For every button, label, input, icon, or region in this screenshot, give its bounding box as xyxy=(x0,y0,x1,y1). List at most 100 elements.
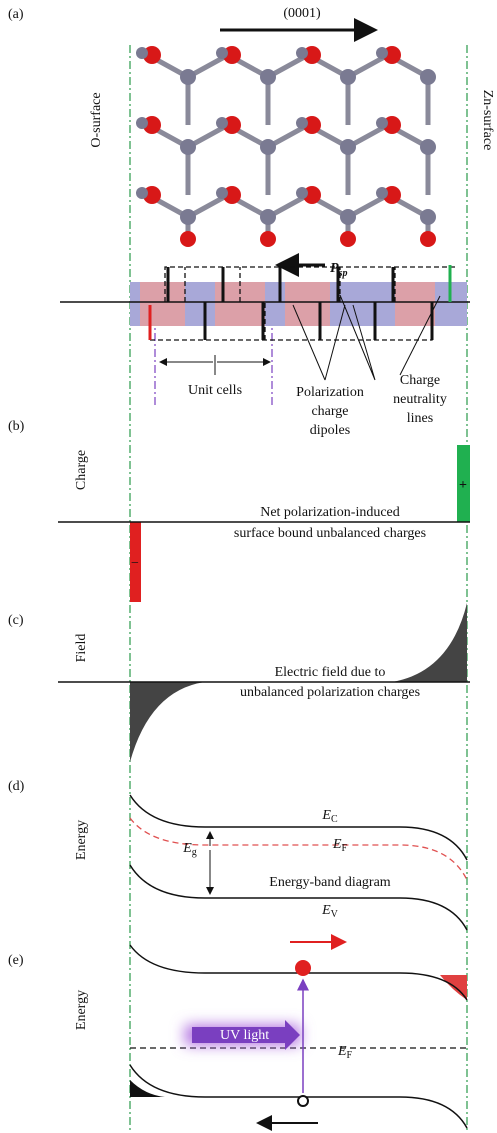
ec-label: EC xyxy=(321,808,338,825)
band-diagram-label: Energy-band diagram xyxy=(269,875,391,890)
hole xyxy=(297,1095,309,1107)
zinc-atom xyxy=(376,117,388,129)
zinc-atom xyxy=(260,139,276,155)
zinc-atom xyxy=(340,139,356,155)
oxygen-atom xyxy=(383,46,401,64)
panel-label: (c) xyxy=(8,613,24,628)
subscript: C xyxy=(331,814,338,825)
conduction-band xyxy=(129,794,468,861)
oxygen-atom xyxy=(223,46,241,64)
zinc-atom xyxy=(420,209,436,225)
charge-note: Net polarization-induced surface bound un… xyxy=(234,505,426,541)
zinc-atom xyxy=(376,187,388,199)
field-note: Electric field due to unbalanced polariza… xyxy=(240,665,420,700)
electron xyxy=(295,960,311,976)
negative-charge-bar xyxy=(130,522,141,602)
zinc-atom xyxy=(296,187,308,199)
zinc-atom xyxy=(180,139,196,155)
zinc-atom xyxy=(296,47,308,59)
axis-label: Charge xyxy=(74,450,89,490)
positive-charge-bar xyxy=(457,445,470,522)
line: neutrality xyxy=(393,392,447,407)
ef-label: EF xyxy=(332,837,348,854)
polarization-label: Psp xyxy=(330,261,347,279)
oxygen-atom xyxy=(303,186,321,204)
plus-sign: + xyxy=(459,478,467,493)
oxygen-atom xyxy=(383,186,401,204)
dipole-segment xyxy=(395,282,435,326)
oxygen-atom xyxy=(260,231,276,247)
panel-label: (d) xyxy=(8,779,25,794)
zinc-atom xyxy=(420,69,436,85)
line: Electric field due to xyxy=(275,665,386,680)
zinc-atom xyxy=(180,209,196,225)
oxygen-atom xyxy=(143,186,161,204)
oxygen-atom xyxy=(340,231,356,247)
dipoles-label: Polarization charge dipoles xyxy=(296,385,364,438)
neutrality-label: Charge neutrality lines xyxy=(393,373,447,426)
line: lines xyxy=(407,411,433,426)
subscript: sp xyxy=(338,268,348,279)
oxygen-atom xyxy=(420,231,436,247)
symbol: P xyxy=(330,261,339,276)
electron-accumulation xyxy=(440,975,467,1000)
line: dipoles xyxy=(310,423,350,438)
symbol: E xyxy=(337,1044,347,1059)
subscript: V xyxy=(331,909,339,920)
uv-label: UV light xyxy=(220,1028,269,1043)
panel-label: (e) xyxy=(8,953,24,968)
zinc-atom xyxy=(340,209,356,225)
zn-surface-label: Zn-surface xyxy=(480,90,495,151)
dipole-charges xyxy=(166,267,434,340)
field-negative xyxy=(130,682,205,762)
zinc-atom xyxy=(180,69,196,85)
zinc-atom xyxy=(216,117,228,129)
panel-label: (a) xyxy=(8,7,24,22)
oxygen-atom xyxy=(143,116,161,134)
axis-label: Energy xyxy=(74,990,89,1030)
zinc-atom xyxy=(216,47,228,59)
crystal-lattice xyxy=(136,46,436,247)
o-surface-label: O-surface xyxy=(89,92,104,147)
zinc-atom xyxy=(376,47,388,59)
zinc-atom xyxy=(260,69,276,85)
line: Net polarization-induced xyxy=(260,505,400,520)
zinc-atom xyxy=(136,47,148,59)
panel-label: (b) xyxy=(8,419,25,434)
zinc-atom xyxy=(340,69,356,85)
line: Charge xyxy=(400,373,440,388)
uv-arrow xyxy=(192,1020,300,1050)
fermi-level xyxy=(129,817,468,881)
hole-accumulation xyxy=(130,1080,165,1097)
oxygen-atom xyxy=(303,46,321,64)
line: surface bound unbalanced charges xyxy=(234,526,426,541)
field-positive xyxy=(392,603,467,682)
subscript: F xyxy=(342,843,348,854)
ev-label: EV xyxy=(321,903,339,920)
oxygen-atom xyxy=(180,231,196,247)
oxygen-atom xyxy=(223,116,241,134)
direction-label: (0001) xyxy=(283,6,321,21)
zinc-atom xyxy=(260,209,276,225)
symbol: E xyxy=(321,903,331,918)
oxygen-atom xyxy=(383,116,401,134)
valence-band xyxy=(129,1064,468,1129)
zinc-atom xyxy=(136,117,148,129)
dipole-segment xyxy=(140,282,185,326)
minus-sign: − xyxy=(131,556,139,571)
line: unbalanced polarization charges xyxy=(240,685,420,700)
dipole-pointers xyxy=(292,294,376,381)
symbol: E xyxy=(321,808,331,823)
dipole-segment xyxy=(285,282,330,326)
ef-label: EF xyxy=(337,1044,353,1061)
axis-label: Energy xyxy=(74,820,89,860)
subscript: g xyxy=(192,847,197,858)
neutrality-pointer xyxy=(399,295,441,376)
valence-band xyxy=(129,864,468,931)
oxygen-atom xyxy=(223,186,241,204)
zinc-atom xyxy=(296,117,308,129)
oxygen-atom xyxy=(303,116,321,134)
zinc-atom xyxy=(136,187,148,199)
symbol: E xyxy=(332,837,342,852)
